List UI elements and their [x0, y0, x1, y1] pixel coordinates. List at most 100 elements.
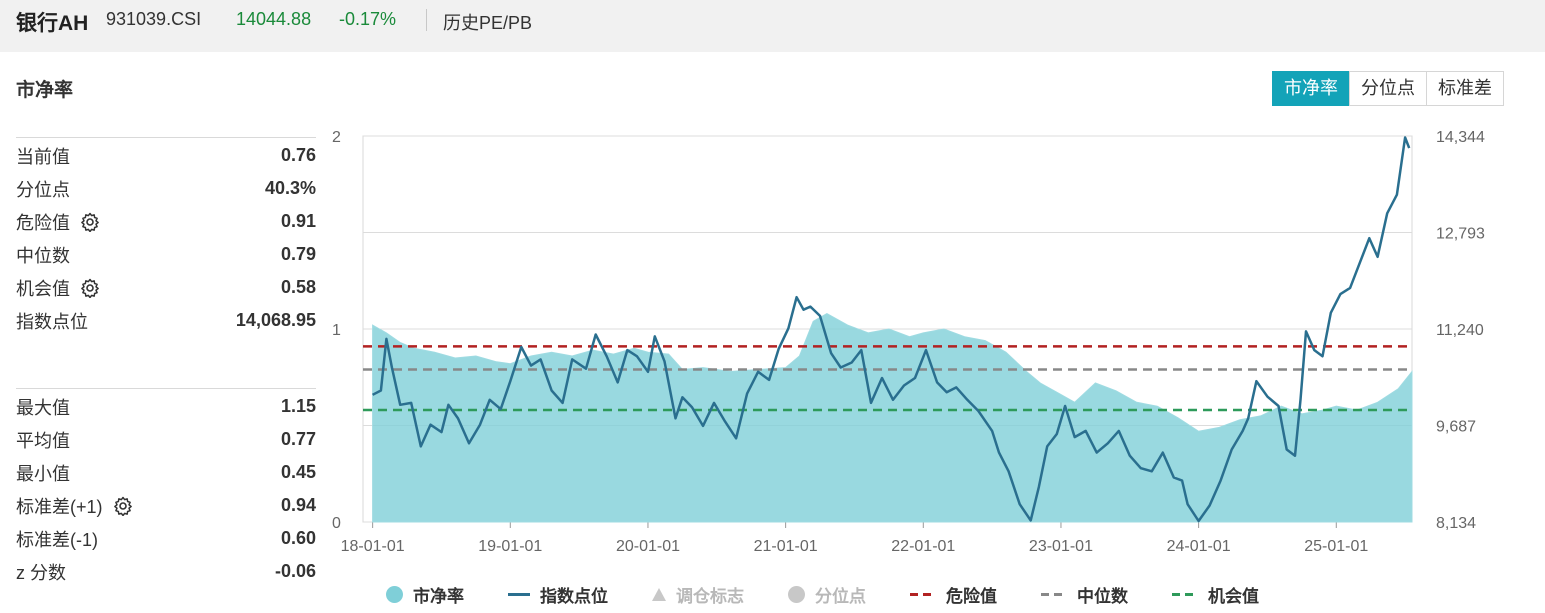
stat-row: 指数点位 14,068.95 [16, 304, 316, 337]
tab-pb[interactable]: 市净率 [1272, 71, 1350, 106]
settings-gear-icon[interactable] [113, 496, 133, 516]
stat-label: 分位点 [16, 176, 70, 202]
stat-label-text: 平均值 [16, 430, 70, 451]
stat-label-text: 当前值 [16, 146, 70, 167]
stat-value: 14,068.95 [235, 310, 316, 330]
stat-row: z 分数 -0.06 [16, 555, 316, 588]
stat-label-text: 分位点 [16, 179, 70, 200]
pb-chart[interactable]: 8,134 9,687 11,240 12,793 14,344 0 1 2 18-01-01 1… [326, 122, 1545, 552]
section-title: 市净率 [16, 80, 74, 101]
stat-label-text: 指数点位 [16, 311, 88, 332]
legend-item[interactable]: 指数点位 [508, 582, 608, 607]
index-code: 931039.CSI [106, 9, 202, 29]
stat-value: 0.58 [280, 277, 316, 297]
legend-dot-icon [386, 586, 403, 603]
index-name: 银行AH [16, 12, 89, 35]
y-right-tick-label: 11,240 [1436, 322, 1484, 339]
legend-label: 机会值 [1208, 587, 1259, 606]
stat-value: 0.45 [280, 462, 316, 482]
x-tick-label: 21-01-01 [754, 538, 818, 552]
top-bar: 银行AH 931039.CSI 14044.88 -0.17% 历史PE/PB [0, 0, 1545, 52]
legend-label: 调仓标志 [676, 587, 744, 606]
legend-item[interactable]: 中位数 [1041, 582, 1128, 607]
stat-value: 0.79 [280, 244, 316, 264]
stat-row: 机会值 0.58 [16, 271, 316, 304]
stat-label-text: 最小值 [16, 463, 70, 484]
stat-value: 0.91 [280, 211, 316, 231]
stat-label-text: 危险值 [16, 212, 70, 233]
stat-label: 标准差(-1) [16, 526, 98, 552]
stat-label-text: 标准差(+1) [16, 496, 103, 517]
stat-label-text: 机会值 [16, 278, 70, 299]
stat-label: 最小值 [16, 460, 70, 486]
legend-item[interactable]: 机会值 [1172, 582, 1259, 607]
stat-label-text: z 分数 [16, 562, 67, 583]
stat-label: 中位数 [16, 242, 70, 268]
stat-value: 1.15 [280, 396, 316, 416]
stat-label-text: 最大值 [16, 397, 70, 418]
stats-panel-current: 当前值 0.76 分位点 40.3% 危险值 0.91 中位数 0.79 机会值 0.58 指数点位… [16, 137, 316, 337]
stat-label: 指数点位 [16, 308, 88, 334]
index-line-series [372, 136, 1411, 523]
stat-value: -0.06 [274, 561, 316, 581]
legend-dash-icon [1041, 593, 1067, 596]
legend-item[interactable]: 危险值 [910, 582, 997, 607]
y-left-tick-label: 2 [332, 129, 341, 146]
metric-tabs: 市净率 分位点 标准差 [1272, 71, 1504, 106]
legend-label: 中位数 [1077, 587, 1128, 606]
stat-row: 平均值 0.77 [16, 423, 316, 456]
history-pe-pb-link[interactable]: 历史PE/PB [443, 13, 533, 33]
legend-label: 市净率 [413, 587, 464, 606]
legend-dash-icon [1172, 593, 1198, 596]
stat-label: 当前值 [16, 143, 70, 169]
legend-dash-icon [910, 593, 936, 596]
stat-label: 最大值 [16, 394, 70, 420]
stat-value: 40.3% [264, 178, 316, 198]
stat-label: 危险值 [16, 209, 100, 235]
stat-row: 最小值 0.45 [16, 456, 316, 489]
legend-item[interactable]: 分位点 [788, 582, 866, 607]
stat-label-text: 中位数 [16, 245, 70, 266]
stat-label: 平均值 [16, 427, 70, 453]
stat-row: 标准差(+1) 0.94 [16, 489, 316, 522]
stat-row: 危险值 0.91 [16, 205, 316, 238]
settings-gear-icon[interactable] [80, 212, 100, 232]
stat-row: 中位数 0.79 [16, 238, 316, 271]
legend-label: 指数点位 [540, 587, 608, 606]
stat-row: 当前值 0.76 [16, 139, 316, 172]
y-right-tick-label: 8,134 [1436, 515, 1476, 532]
stat-label-text: 标准差(-1) [16, 529, 98, 550]
y-right-tick-label: 12,793 [1436, 226, 1485, 243]
stats-panel-history: 最大值 1.15 平均值 0.77 最小值 0.45 标准差(+1) 0.94 标准差(-1) 0… [16, 388, 316, 588]
stat-value: 0.76 [280, 145, 316, 165]
tab-stddev[interactable]: 标准差 [1426, 71, 1504, 106]
tab-percentile[interactable]: 分位点 [1349, 71, 1427, 106]
stat-row: 标准差(-1) 0.60 [16, 522, 316, 555]
stat-value: 0.94 [280, 495, 316, 515]
x-tick-label: 25-01-01 [1304, 538, 1368, 552]
stat-label: 机会值 [16, 275, 100, 301]
y-left-tick-label: 1 [332, 322, 341, 339]
stat-row: 分位点 40.3% [16, 172, 316, 205]
y-right-tick-label: 14,344 [1436, 129, 1485, 146]
index-change: -0.17% [339, 9, 397, 29]
x-tick-label: 20-01-01 [616, 538, 680, 552]
legend-item[interactable]: 市净率 [386, 582, 464, 607]
stat-label: z 分数 [16, 559, 66, 585]
stat-value: 0.60 [280, 528, 316, 548]
stat-row: 最大值 1.15 [16, 390, 316, 423]
x-tick-label: 23-01-01 [1029, 538, 1093, 552]
x-tick-label: 22-01-01 [891, 538, 955, 552]
y-right-tick-label: 9,687 [1436, 419, 1476, 436]
stat-value: 0.77 [280, 429, 316, 449]
legend-label: 分位点 [815, 587, 866, 606]
chart-legend: 市净率 指数点位 调仓标志 分位点 危险值 中位数 机会值 [386, 582, 1303, 607]
header-divider [426, 9, 427, 31]
legend-line-icon [508, 593, 530, 596]
x-tick-label: 19-01-01 [478, 538, 542, 552]
legend-item[interactable]: 调仓标志 [652, 582, 744, 607]
settings-gear-icon[interactable] [80, 278, 100, 298]
x-tick-label: 18-01-01 [341, 538, 405, 552]
legend-label: 危险值 [946, 587, 997, 606]
stat-label: 标准差(+1) [16, 493, 133, 519]
